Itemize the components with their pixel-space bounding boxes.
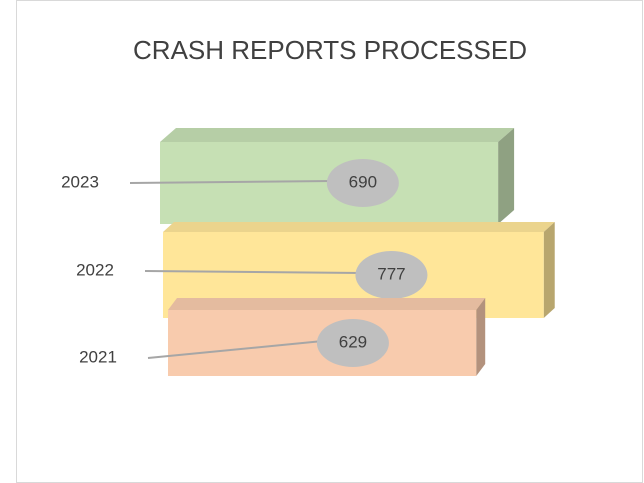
bar-side-face bbox=[543, 222, 555, 318]
chart-title: CRASH REPORTS PROCESSED bbox=[133, 35, 527, 65]
data-label: 690 bbox=[349, 172, 377, 191]
data-label: 629 bbox=[339, 332, 367, 351]
category-label: 2021 bbox=[79, 347, 117, 366]
data-label: 777 bbox=[377, 264, 405, 283]
category-label: 2023 bbox=[61, 172, 99, 191]
data-label-bubble bbox=[316, 319, 389, 367]
data-label-bubble bbox=[326, 159, 399, 207]
category-label: 2022 bbox=[76, 260, 114, 279]
leader-line bbox=[129, 180, 333, 184]
leader-line bbox=[147, 340, 324, 359]
bar-top-face bbox=[160, 128, 515, 142]
leader-line bbox=[144, 270, 362, 274]
bar-side-face bbox=[498, 128, 515, 224]
data-label-bubble bbox=[355, 251, 428, 299]
bar-side-face bbox=[476, 298, 486, 376]
bar-top-face bbox=[163, 222, 555, 232]
bar-top-face bbox=[168, 298, 486, 310]
